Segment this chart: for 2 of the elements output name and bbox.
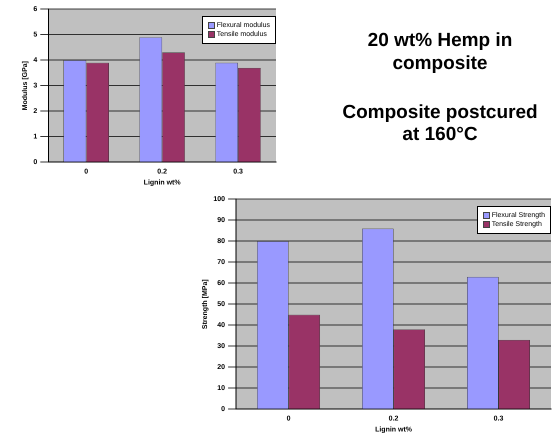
text: Composite postcured at 160°C xyxy=(341,102,539,148)
text: 20 wt% Hemp in composite xyxy=(366,30,514,76)
